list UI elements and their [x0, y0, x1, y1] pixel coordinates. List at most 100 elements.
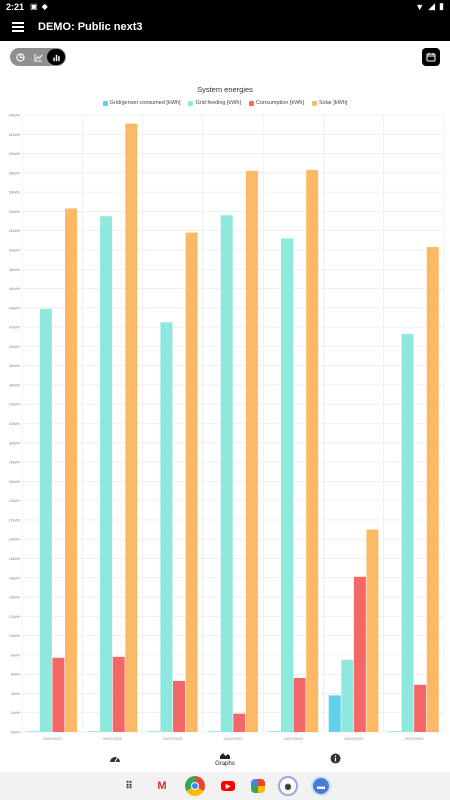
y-tick-label: 30kWh	[9, 441, 20, 445]
notification-icon: ▣	[30, 2, 38, 11]
bar[interactable]	[147, 731, 160, 732]
gauge-icon	[110, 757, 120, 763]
bar[interactable]	[160, 322, 173, 732]
y-tick-label: 6kWh	[11, 673, 20, 677]
x-tick-label: 23/07/2023	[284, 737, 303, 741]
bar[interactable]	[185, 232, 198, 732]
bar[interactable]	[208, 731, 221, 732]
legend-label: Grid/genset consumed [kWh]	[109, 100, 181, 106]
app-drawer-icon[interactable]: ⠿	[125, 780, 133, 792]
y-tick-label: 8kWh	[11, 653, 20, 657]
nav-graphs-label: Graphs	[215, 760, 235, 767]
y-tick-label: 48kWh	[9, 268, 20, 272]
y-tick-label: 22kWh	[9, 518, 20, 522]
bar[interactable]	[39, 308, 52, 732]
bar[interactable]	[328, 695, 341, 732]
bar[interactable]	[233, 713, 246, 732]
app-bar: DEMO: Public next3	[0, 13, 450, 41]
bar[interactable]	[27, 731, 40, 732]
y-tick-label: 32kWh	[9, 422, 20, 426]
bar[interactable]	[293, 678, 306, 732]
y-tick-label: 44kWh	[9, 306, 20, 310]
youtube-icon[interactable]: ▶	[218, 776, 238, 796]
bar[interactable]	[401, 333, 414, 732]
menu-icon[interactable]	[12, 22, 24, 32]
y-tick-label: 46kWh	[9, 287, 20, 291]
y-tick-label: 24kWh	[9, 499, 20, 503]
bar-chart-toggle[interactable]	[47, 49, 65, 65]
bar-chart-icon	[52, 54, 60, 61]
bar[interactable]	[100, 216, 113, 732]
y-tick-label: 26kWh	[9, 480, 20, 484]
y-tick-label: 28kWh	[9, 461, 20, 465]
legend-item-grid[interactable]: Grid/genset consumed [kWh]	[102, 100, 181, 106]
x-tick-label: 24/07/2023	[344, 737, 363, 741]
bar[interactable]	[353, 576, 366, 732]
app-icon[interactable]: ◉	[278, 776, 298, 796]
info-icon	[330, 753, 340, 763]
y-tick-label: 12kWh	[9, 615, 20, 619]
bar[interactable]	[414, 684, 427, 732]
bar[interactable]	[268, 731, 281, 732]
y-tick-label: 18kWh	[9, 557, 20, 561]
nav-graphs[interactable]: Graphs	[195, 744, 255, 772]
shield-icon: ◆	[41, 2, 48, 11]
nav-info[interactable]	[305, 744, 365, 772]
area-chart-icon	[220, 752, 230, 759]
bar[interactable]	[366, 529, 379, 732]
y-tick-label: 36kWh	[9, 383, 20, 387]
bar[interactable]	[306, 169, 319, 733]
bar[interactable]	[125, 123, 138, 732]
bar[interactable]	[341, 659, 354, 732]
line-chart-icon	[33, 53, 42, 62]
bar[interactable]	[173, 680, 186, 732]
legend-label: Grid feeding [kWh]	[195, 100, 242, 106]
y-tick-label: 2kWh	[11, 711, 20, 715]
y-tick-label: 56kWh	[9, 191, 20, 195]
line-chart-toggle[interactable]	[29, 49, 47, 65]
calendar-button[interactable]	[422, 48, 440, 66]
pie-chart-icon	[15, 52, 25, 62]
bottom-nav: Graphs	[0, 744, 450, 772]
x-tick-label: 25/07/2023	[404, 737, 423, 741]
legend-item-feeding[interactable]: Grid feeding [kWh]	[188, 100, 241, 106]
bar[interactable]	[388, 731, 401, 732]
x-tick-label: 21/07/2023	[163, 737, 182, 741]
bar[interactable]	[87, 731, 100, 732]
bar[interactable]	[220, 215, 233, 732]
bar[interactable]	[426, 247, 439, 732]
y-tick-label: 42kWh	[9, 326, 20, 330]
bar[interactable]	[52, 657, 65, 732]
legend-swatch	[102, 100, 108, 106]
y-tick-label: 64kWh	[9, 114, 20, 118]
pie-chart-toggle[interactable]	[11, 49, 29, 65]
chrome-icon[interactable]	[185, 776, 205, 796]
system-dock: ⠿ M ▶ ◉ ▬	[0, 772, 450, 800]
photos-icon[interactable]	[251, 779, 265, 793]
y-tick-label: 10kWh	[9, 634, 20, 638]
nav-dashboard[interactable]	[85, 744, 145, 772]
y-tick-label: 50kWh	[9, 248, 20, 252]
messages-icon[interactable]: ▬	[311, 776, 331, 796]
bar[interactable]	[245, 170, 258, 732]
y-tick-label: 52kWh	[9, 229, 20, 233]
chart-type-toggle	[10, 48, 66, 66]
y-tick-label: 58kWh	[9, 171, 20, 175]
battery-icon: ▮	[439, 1, 444, 11]
legend-item-solar[interactable]: Solar [kWh]	[312, 100, 347, 106]
bar[interactable]	[280, 238, 293, 732]
y-tick-label: 20kWh	[9, 538, 20, 542]
chart-plot: 0kWh 2kWh 4kWh 6kWh 8kWh 10kWh 12kWh 14kWh 16kWh…	[9, 114, 445, 741]
bar[interactable]	[65, 208, 78, 733]
gmail-icon[interactable]: M	[157, 780, 167, 792]
legend-item-consumption[interactable]: Consumption [kWh]	[249, 100, 304, 106]
x-tick-label: 22/07/2023	[223, 737, 242, 741]
legend-label: Solar [kWh]	[319, 100, 348, 106]
y-tick-label: 4kWh	[11, 692, 20, 696]
bar[interactable]	[112, 656, 125, 732]
y-tick-label: 16kWh	[9, 576, 20, 580]
energy-chart: System energies Grid/genset consumed [kW…	[0, 80, 450, 744]
app-title: DEMO: Public next3	[38, 21, 143, 33]
x-tick-label: 19/07/2023	[43, 737, 62, 741]
x-tick-label: 20/07/2023	[103, 737, 122, 741]
